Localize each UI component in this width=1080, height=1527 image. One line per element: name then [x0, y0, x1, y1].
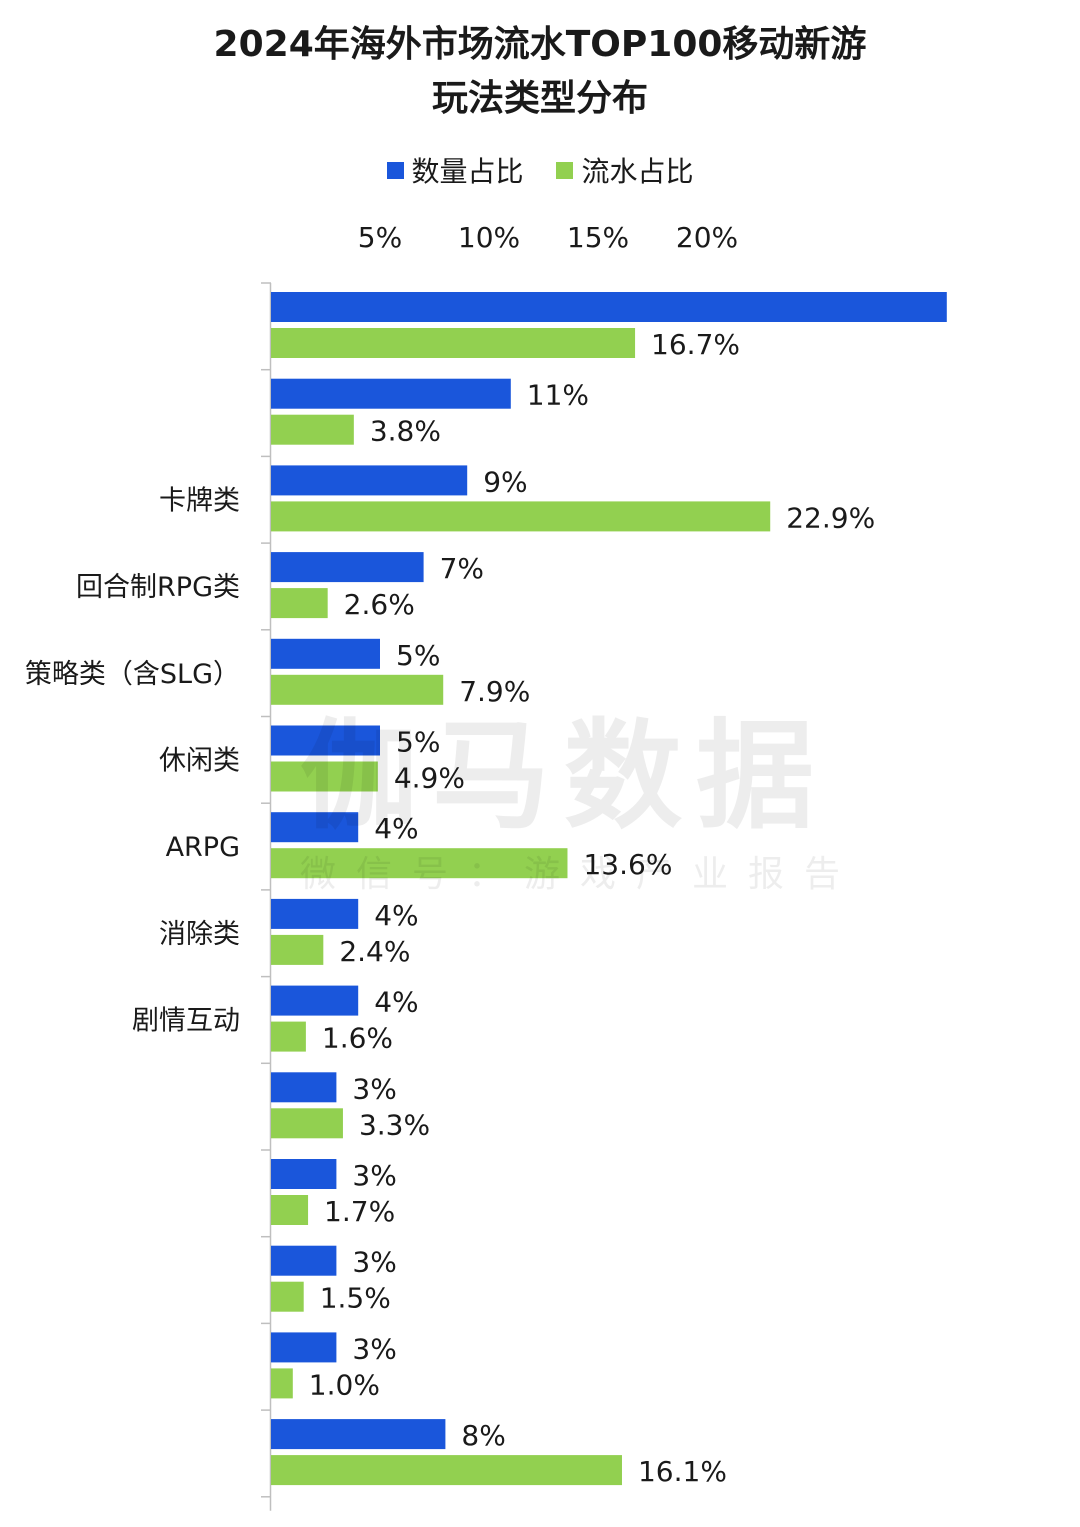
data-label-revenue: 1.7% [324, 1195, 395, 1228]
data-label-revenue: 1.0% [309, 1368, 380, 1401]
x-tick-label: 5% [358, 221, 402, 254]
bar-revenue [271, 501, 771, 532]
bar-count [271, 465, 468, 496]
bar-count [271, 985, 359, 1016]
bar-revenue [271, 414, 354, 445]
bar-count [271, 898, 359, 929]
data-label-revenue: 1.5% [320, 1282, 391, 1315]
data-label-revenue: 2.4% [339, 935, 410, 968]
data-label-count: 5% [396, 726, 440, 759]
data-label-count: 3% [352, 1159, 396, 1192]
bar-count [271, 1072, 337, 1103]
data-label-count: 4% [374, 899, 418, 932]
data-label-revenue: 7.9% [459, 675, 530, 708]
bar-revenue [271, 848, 568, 879]
bar-revenue [271, 1195, 309, 1225]
data-label-count: 8% [461, 1419, 505, 1452]
data-label-revenue: 3.8% [370, 415, 441, 448]
bar-revenue [271, 588, 328, 619]
category-label: 策略类（含SLG） [25, 659, 240, 690]
bar-revenue [271, 934, 324, 965]
data-label-count: 3% [352, 1246, 396, 1279]
x-tick-label: 10% [458, 221, 520, 254]
data-label-revenue: 16.1% [638, 1455, 727, 1488]
bar-revenue [271, 1455, 622, 1486]
data-label-revenue: 22.9% [786, 501, 875, 534]
bar-revenue [271, 1368, 293, 1399]
data-label-count: 4% [374, 812, 418, 845]
bar-revenue [271, 761, 378, 792]
bar-revenue [271, 1108, 343, 1139]
bar-count [271, 638, 380, 669]
legend-label-revenue: 流水占比 [581, 155, 694, 188]
data-label-count: 9% [483, 465, 527, 498]
chart-title-line1: 2024年海外市场流水TOP100移动新游 [213, 24, 867, 65]
bar-revenue [271, 1021, 306, 1052]
bar-revenue [271, 328, 636, 358]
bar-count [271, 292, 947, 322]
data-label-count: 3% [352, 1332, 396, 1365]
data-label-count: 4% [374, 986, 418, 1019]
bar-count [271, 1332, 337, 1363]
legend-swatch-count [386, 161, 404, 179]
data-label-revenue: 3.3% [359, 1108, 430, 1141]
chart-title-line2: 玩法类型分布 [431, 78, 648, 119]
bar-count [271, 1419, 446, 1450]
legend: 数量占比 流水占比 [0, 150, 1080, 190]
x-tick-label: 20% [676, 221, 738, 254]
bar-count [271, 552, 424, 583]
bar-count [271, 378, 511, 409]
category-label: 回合制RPG类 [76, 572, 240, 603]
bar-revenue [271, 1281, 304, 1312]
data-label-revenue: 2.6% [344, 588, 415, 621]
category-label: ARPG [166, 832, 240, 863]
bar-count [271, 725, 380, 756]
x-tick-label: 15% [567, 221, 629, 254]
category-label: 消除类 [159, 919, 240, 950]
data-label-revenue: 13.6% [583, 848, 672, 881]
data-label-count: 5% [396, 639, 440, 672]
legend-item-revenue: 流水占比 [556, 150, 693, 190]
data-label-revenue: 4.9% [394, 762, 465, 795]
data-label-count: 7% [440, 552, 484, 585]
category-label: 卡牌类 [159, 485, 240, 516]
data-label-count: 3% [352, 1072, 396, 1105]
legend-label-count: 数量占比 [411, 155, 524, 188]
bar-revenue [271, 674, 444, 705]
legend-item-count: 数量占比 [386, 150, 524, 190]
bar-count [271, 1245, 337, 1276]
category-label: 剧情互动 [132, 1006, 240, 1037]
data-label-revenue: 16.7% [651, 328, 740, 361]
legend-swatch-revenue [556, 161, 574, 179]
category-label: 休闲类 [159, 746, 240, 777]
data-label-revenue: 1.6% [322, 1022, 393, 1055]
bar-count [271, 1159, 337, 1189]
data-label-count: 11% [527, 379, 589, 412]
bar-count [271, 812, 359, 843]
